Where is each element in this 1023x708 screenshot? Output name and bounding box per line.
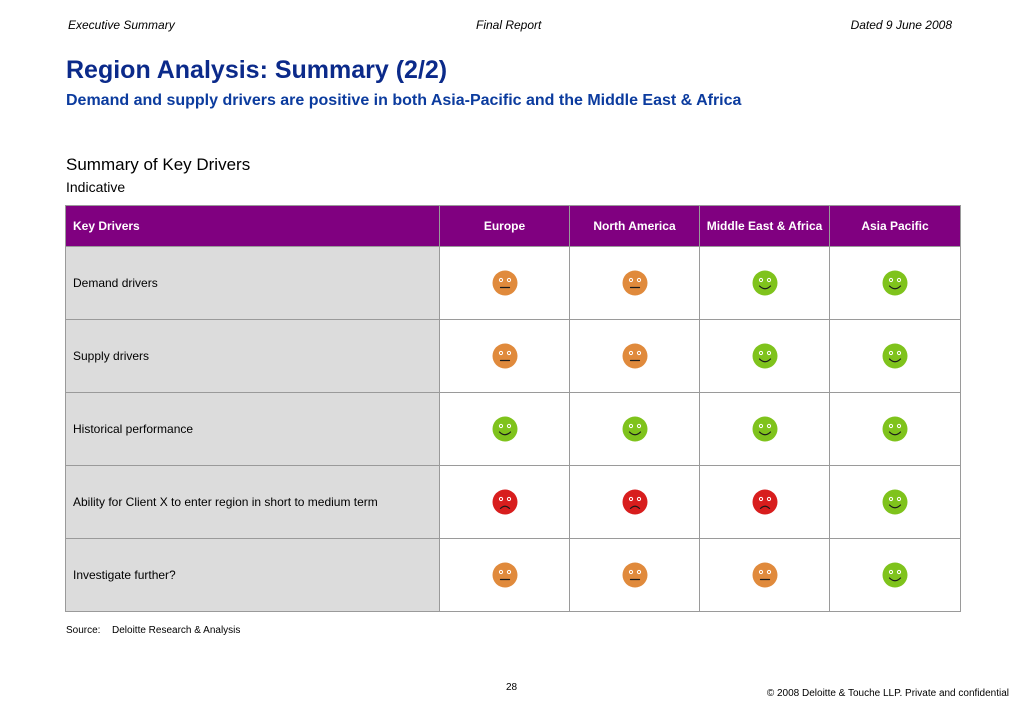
source-label: Source: <box>66 625 101 636</box>
page-title: Region Analysis: Summary (2/2) <box>66 56 448 84</box>
smiley-face-icon <box>882 562 908 588</box>
rating-cell-europe <box>439 246 570 320</box>
smiley-face-icon <box>882 416 908 442</box>
rating-cell-north-america <box>569 465 700 539</box>
rating-cell-europe <box>439 319 570 393</box>
driver-label: Investigate further? <box>65 538 440 612</box>
driver-label: Historical performance <box>65 392 440 466</box>
neutral-face-icon <box>622 270 647 296</box>
header-section-label: Executive Summary <box>68 18 175 32</box>
smiley-face-icon <box>752 416 777 442</box>
header-report-type: Final Report <box>476 18 542 32</box>
source-text: Deloitte Research & Analysis <box>112 625 241 636</box>
neutral-face-icon <box>752 562 777 588</box>
rating-cell-europe <box>439 538 570 612</box>
rating-cell-north-america <box>569 538 700 612</box>
smiley-face-icon <box>752 270 777 296</box>
copyright-notice: © 2008 Deloitte & Touche LLP. Private an… <box>766 688 1009 699</box>
rating-cell-middle-east-africa <box>699 465 830 539</box>
neutral-face-icon <box>492 270 517 296</box>
neutral-face-icon <box>492 343 517 369</box>
table-row: Demand drivers <box>65 246 961 320</box>
rating-cell-north-america <box>569 319 700 393</box>
smiley-face-icon <box>622 416 647 442</box>
rating-cell-asia-pacific <box>829 465 961 539</box>
neutral-face-icon <box>492 562 517 588</box>
smiley-face-icon <box>752 343 777 369</box>
rating-cell-asia-pacific <box>829 392 961 466</box>
table-row: Ability for Client X to enter region in … <box>65 465 961 539</box>
page-number: 28 <box>506 682 518 693</box>
driver-label: Demand drivers <box>65 246 440 320</box>
smiley-face-icon <box>882 270 908 296</box>
header-date: Dated 9 June 2008 <box>850 18 952 32</box>
column-header-key-drivers: Key Drivers <box>65 205 440 247</box>
rating-cell-north-america <box>569 392 700 466</box>
rating-cell-asia-pacific <box>829 538 961 612</box>
column-header-middle-east-africa: Middle East & Africa <box>699 205 830 247</box>
column-header-europe: Europe <box>439 205 570 247</box>
frowning-face-icon <box>492 489 517 515</box>
neutral-face-icon <box>622 562 647 588</box>
rating-cell-asia-pacific <box>829 246 961 320</box>
table-row: Historical performance <box>65 392 961 466</box>
rating-cell-middle-east-africa <box>699 319 830 393</box>
rating-cell-middle-east-africa <box>699 246 830 320</box>
driver-label: Ability for Client X to enter region in … <box>65 465 440 539</box>
frowning-face-icon <box>622 489 647 515</box>
column-header-north-america: North America <box>569 205 700 247</box>
smiley-face-icon <box>492 416 517 442</box>
source-note: Source: Deloitte Research & Analysis <box>66 625 240 636</box>
page-subtitle: Demand and supply drivers are positive i… <box>66 92 742 109</box>
rating-cell-europe <box>439 392 570 466</box>
rating-cell-asia-pacific <box>829 319 961 393</box>
neutral-face-icon <box>622 343 647 369</box>
table-header-row: Key Drivers Europe North America Middle … <box>65 205 961 247</box>
table-row: Supply drivers <box>65 319 961 393</box>
rating-cell-middle-east-africa <box>699 392 830 466</box>
key-drivers-table: Key Drivers Europe North America Middle … <box>65 205 961 612</box>
rating-cell-europe <box>439 465 570 539</box>
table-row: Investigate further? <box>65 538 961 612</box>
frowning-face-icon <box>752 489 777 515</box>
smiley-face-icon <box>882 343 908 369</box>
section-title: Summary of Key Drivers <box>66 155 251 174</box>
section-note: Indicative <box>66 179 126 195</box>
column-header-asia-pacific: Asia Pacific <box>829 205 961 247</box>
smiley-face-icon <box>882 489 908 515</box>
driver-label: Supply drivers <box>65 319 440 393</box>
rating-cell-north-america <box>569 246 700 320</box>
rating-cell-middle-east-africa <box>699 538 830 612</box>
